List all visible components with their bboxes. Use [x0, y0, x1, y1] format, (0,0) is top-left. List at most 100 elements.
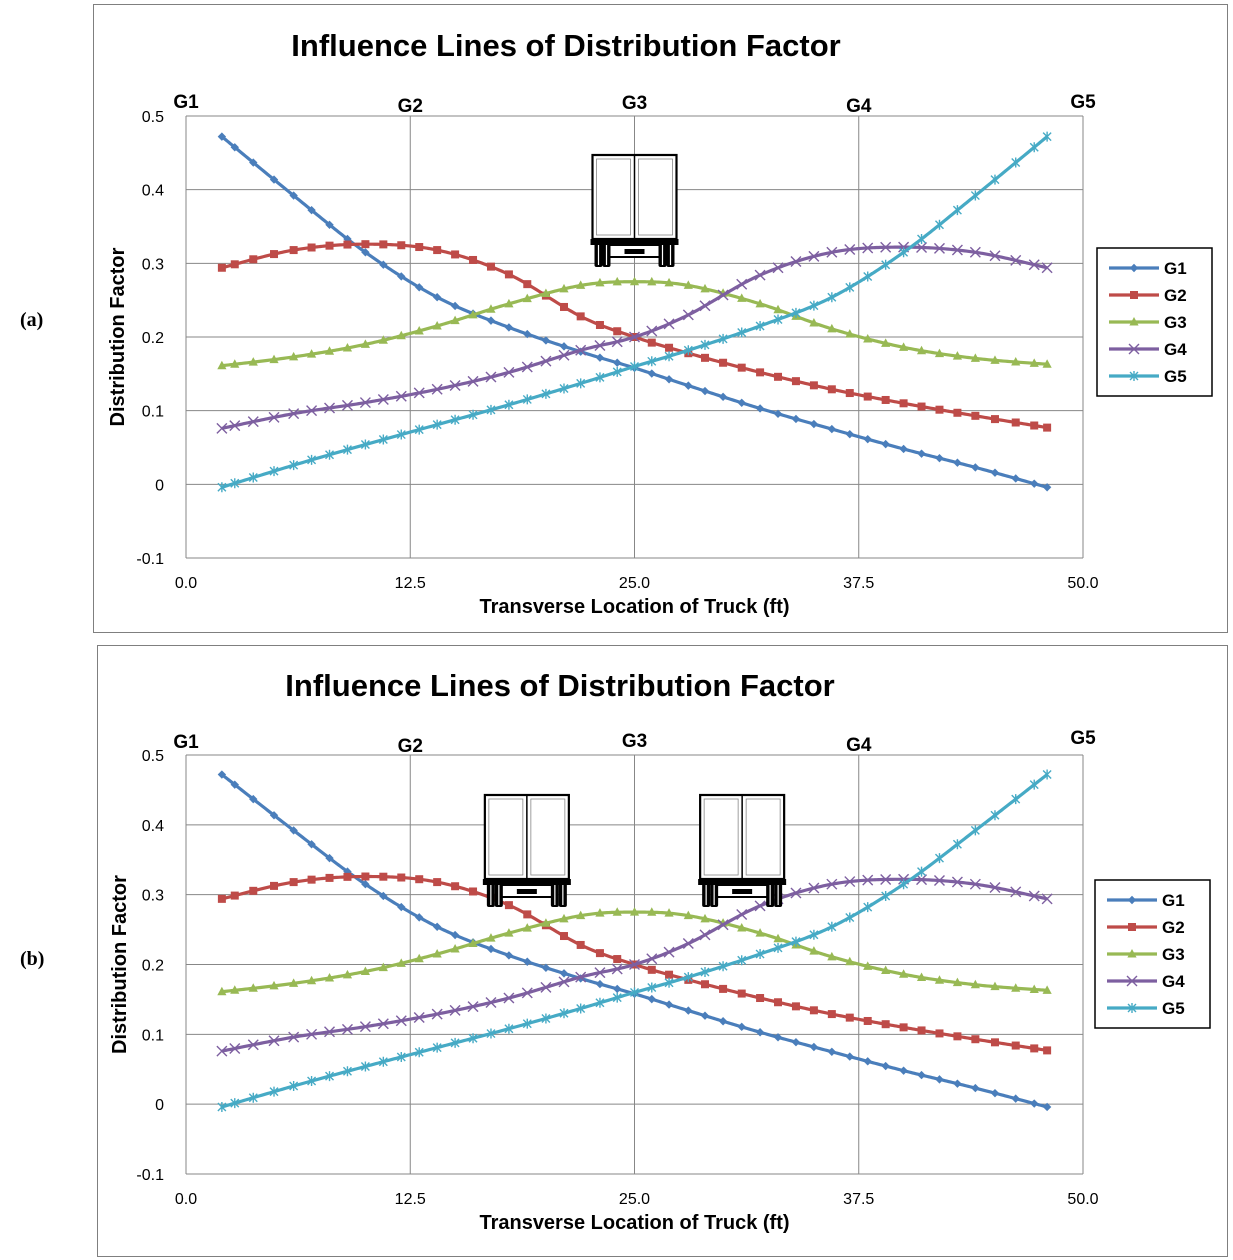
y-tick-label: 0.3 [142, 256, 164, 273]
data-point [737, 327, 747, 338]
y-tick-label: 0.2 [142, 330, 164, 347]
data-point [450, 930, 460, 940]
data-point [451, 882, 460, 891]
legend-marker [1129, 371, 1139, 381]
data-point [249, 255, 258, 264]
data-point [718, 392, 728, 402]
data-point [503, 366, 515, 378]
data-point [415, 283, 424, 292]
data-point [486, 1028, 496, 1039]
data-point [1041, 262, 1053, 274]
data-point [342, 969, 353, 979]
data-point [325, 449, 335, 460]
data-point [862, 242, 874, 254]
data-point [990, 174, 1000, 185]
data-point [486, 944, 496, 954]
data-point [559, 283, 569, 293]
legend: G1 G2 G3 G4 G5 [1094, 879, 1211, 1029]
data-point [952, 977, 963, 987]
x-tick-label: 25.0 [619, 575, 650, 592]
data-point [935, 453, 944, 463]
data-point [576, 910, 586, 920]
y-tick-label: 0.5 [142, 109, 164, 126]
data-point [737, 955, 747, 966]
legend-label: G4 [1162, 972, 1185, 991]
data-point [899, 1066, 908, 1075]
data-point [737, 922, 747, 932]
data-point [289, 246, 298, 255]
x-axis-label: Transverse Location of Truck (ft) [479, 1212, 789, 1234]
data-point [700, 1011, 710, 1020]
data-point [1011, 1094, 1020, 1103]
data-point [269, 811, 279, 820]
data-point [269, 466, 279, 477]
truck-hitch [732, 889, 753, 894]
data-point [737, 398, 746, 407]
data-point [575, 971, 587, 983]
truck-bumper [698, 879, 787, 885]
data-point [360, 966, 370, 975]
data-point [934, 219, 944, 230]
data-point [379, 240, 388, 249]
data-point [881, 965, 891, 975]
data-point [379, 872, 388, 881]
data-point [1029, 142, 1039, 153]
data-point [432, 320, 442, 330]
data-point [396, 330, 406, 340]
data-point [396, 958, 406, 967]
data-point [682, 938, 694, 950]
data-point [989, 250, 1001, 262]
data-point [450, 414, 460, 425]
legend-label: G1 [1162, 891, 1185, 910]
data-point [504, 399, 514, 410]
data-point [216, 422, 228, 434]
data-point [952, 205, 962, 216]
y-tick-label: 0 [155, 477, 164, 494]
data-point [717, 919, 729, 931]
data-point [737, 989, 746, 998]
data-point [486, 304, 496, 313]
data-point [576, 1003, 586, 1014]
data-point [647, 276, 657, 286]
legend-marker [1127, 895, 1137, 905]
data-point [486, 933, 496, 942]
data-point [665, 343, 674, 352]
y-tick-label: 0.3 [142, 888, 164, 905]
data-point [935, 1075, 944, 1084]
data-point [646, 325, 658, 337]
x-axis-label: Transverse Location of Truck (ft) [479, 596, 789, 618]
data-point [342, 1066, 352, 1077]
chart-a: -0.1 0 0.1 0.2 0.3 0.4 0.5 0.0 12.5 25.0 37.5 50.0 I… [107, 28, 1213, 618]
data-point [540, 355, 552, 367]
truck-icon [698, 793, 787, 907]
data-point [736, 278, 748, 290]
truck-hitch [624, 249, 645, 254]
x-tick-label: 0.0 [175, 1191, 197, 1208]
data-point [809, 419, 819, 429]
data-point [289, 460, 299, 471]
legend-label: G5 [1162, 999, 1185, 1018]
data-point [664, 977, 674, 988]
data-point [809, 300, 819, 311]
data-point [970, 353, 980, 362]
data-point [248, 357, 258, 366]
data-point [485, 996, 497, 1008]
data-point [629, 907, 640, 916]
data-point [880, 873, 892, 885]
data-point [969, 878, 981, 890]
data-point [468, 1033, 478, 1044]
data-point [541, 963, 551, 972]
data-point [359, 1021, 371, 1033]
data-point [378, 335, 388, 344]
data-point [1030, 1099, 1039, 1108]
data-point [862, 874, 874, 886]
data-point [467, 375, 479, 387]
data-point [595, 997, 605, 1008]
data-point [559, 383, 569, 394]
data-point [268, 1035, 280, 1047]
data-point [990, 468, 1000, 477]
data-point [395, 1015, 407, 1027]
data-point [863, 434, 872, 444]
y-tick-label: 0.1 [142, 1027, 164, 1044]
data-point [647, 907, 657, 916]
